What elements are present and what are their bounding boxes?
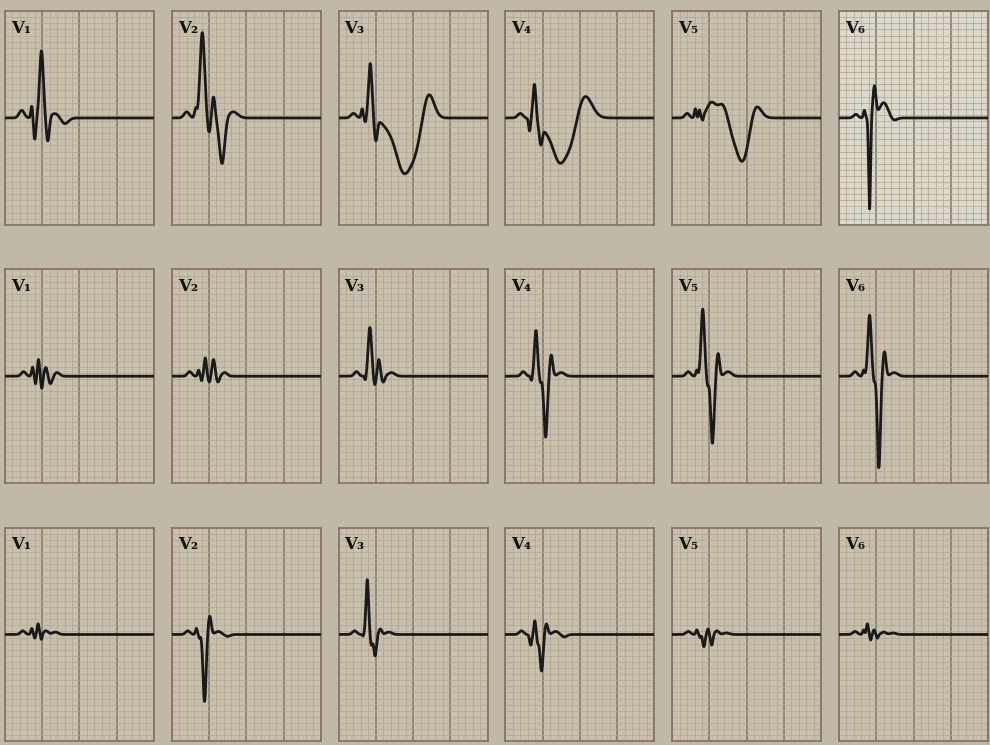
- Text: V₆: V₆: [845, 536, 865, 554]
- Text: V₁: V₁: [11, 536, 31, 554]
- Text: V₂: V₂: [178, 19, 198, 37]
- Text: V₄: V₄: [512, 278, 532, 295]
- Text: V₆: V₆: [845, 278, 865, 295]
- Text: V₅: V₅: [678, 278, 698, 295]
- Text: V₃: V₃: [345, 536, 364, 554]
- Text: V₄: V₄: [512, 19, 532, 37]
- Text: V₅: V₅: [678, 19, 698, 37]
- Text: V₃: V₃: [345, 278, 364, 295]
- Text: V₂: V₂: [178, 536, 198, 554]
- Text: V₄: V₄: [512, 536, 532, 554]
- Text: V₁: V₁: [11, 278, 31, 295]
- Text: V₂: V₂: [178, 278, 198, 295]
- Text: V₆: V₆: [845, 19, 865, 37]
- Text: V₅: V₅: [678, 536, 698, 554]
- Text: V₁: V₁: [11, 19, 31, 37]
- Text: V₃: V₃: [345, 19, 364, 37]
